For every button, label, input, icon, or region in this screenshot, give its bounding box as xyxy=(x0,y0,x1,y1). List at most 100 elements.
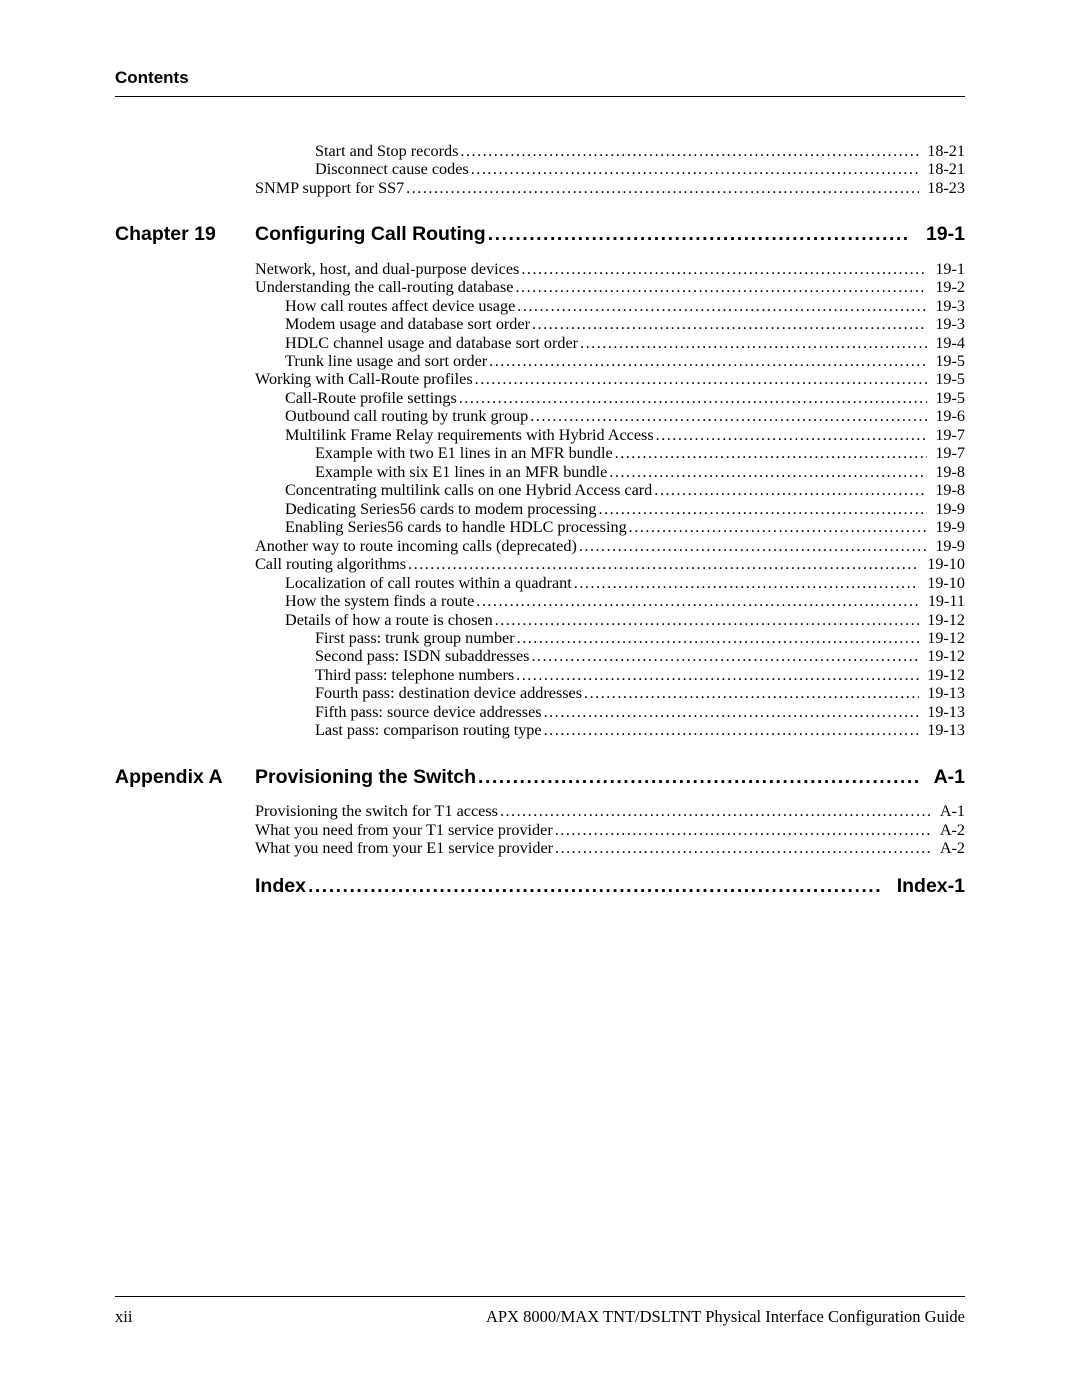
dot-leaders: ........................................… xyxy=(627,518,928,536)
dot-leaders: ........................................… xyxy=(577,537,927,555)
toc-entry-page: 19-13 xyxy=(919,703,965,721)
toc-entry-page: 19-1 xyxy=(927,260,965,278)
dot-leaders: ........................................… xyxy=(578,334,927,352)
section-title-row: Configuring Call Routing ...............… xyxy=(255,223,965,245)
toc-entry-text: How the system finds a route xyxy=(255,592,474,610)
dot-leaders: ........................................… xyxy=(542,721,920,739)
toc-entry: Third pass: telephone numbers...........… xyxy=(255,666,965,684)
toc-entry-page: 18-21 xyxy=(919,142,965,160)
dot-leaders: ........................................… xyxy=(306,875,882,897)
toc-entry: What you need from your T1 service provi… xyxy=(255,821,965,839)
toc-entry-page: 19-9 xyxy=(927,537,965,555)
toc-entry-text: Understanding the call-routing database xyxy=(255,278,513,296)
dot-leaders: ........................................… xyxy=(519,260,927,278)
dot-leaders: ........................................… xyxy=(607,463,927,481)
toc-entry: First pass: trunk group number..........… xyxy=(255,629,965,647)
toc-entry-text: Third pass: telephone numbers xyxy=(255,666,514,684)
toc-entry-text: Disconnect cause codes xyxy=(255,160,469,178)
dot-leaders: ........................................… xyxy=(553,821,932,839)
dot-leaders: ........................................… xyxy=(404,179,919,197)
toc-entry-page: 19-8 xyxy=(927,481,965,499)
toc-entry: What you need from your E1 service provi… xyxy=(255,839,965,857)
dot-leaders: ........................................… xyxy=(406,555,919,573)
section-label: Chapter 19 xyxy=(115,223,255,245)
dot-leaders: ........................................… xyxy=(542,703,920,721)
dot-leaders: ........................................… xyxy=(486,223,911,245)
toc-entry-page: 19-5 xyxy=(927,370,965,388)
toc-entry-text: HDLC channel usage and database sort ord… xyxy=(255,334,578,352)
footer-page-number: xii xyxy=(115,1307,132,1327)
toc-entry-text: Call-Route profile settings xyxy=(255,389,457,407)
toc-section-heading: Appendix AProvisioning the Switch ......… xyxy=(115,766,965,788)
toc-entry-page: A-2 xyxy=(932,821,965,839)
toc-entry: How the system finds a route............… xyxy=(255,592,965,610)
section-title: Configuring Call Routing xyxy=(255,223,486,245)
section-title-row: Provisioning the Switch ................… xyxy=(255,766,965,788)
toc-entry-text: Example with six E1 lines in an MFR bund… xyxy=(255,463,607,481)
toc-entry-page: 19-7 xyxy=(927,426,965,444)
toc-entry-text: Call routing algorithms xyxy=(255,555,406,573)
toc-entry: Example with two E1 lines in an MFR bund… xyxy=(255,444,965,462)
toc-entry-text: Fourth pass: destination device addresse… xyxy=(255,684,582,702)
dot-leaders: ........................................… xyxy=(498,802,932,820)
toc-entry-text: What you need from your T1 service provi… xyxy=(255,821,553,839)
toc-entry-text: Provisioning the switch for T1 access xyxy=(255,802,498,820)
toc-entry: Understanding the call-routing database.… xyxy=(255,278,965,296)
section-label: Appendix A xyxy=(115,766,255,788)
toc-entry-text: Dedicating Series56 cards to modem proce… xyxy=(255,500,597,518)
dot-leaders: ........................................… xyxy=(474,592,920,610)
toc-section-heading: Chapter 19Configuring Call Routing .....… xyxy=(115,223,965,245)
toc-entry: Network, host, and dual-purpose devices.… xyxy=(255,260,965,278)
toc-entry: Concentrating multilink calls on one Hyb… xyxy=(255,481,965,499)
toc-entry-text: Last pass: comparison routing type xyxy=(255,721,542,739)
toc-entry-text: Example with two E1 lines in an MFR bund… xyxy=(255,444,613,462)
toc-entry-page: 19-5 xyxy=(927,389,965,407)
toc-entry-text: Enabling Series56 cards to handle HDLC p… xyxy=(255,518,627,536)
dot-leaders: ........................................… xyxy=(515,629,920,647)
toc-entry-page: 19-9 xyxy=(927,518,965,536)
index-title: Index xyxy=(255,875,306,897)
toc-entry: Dedicating Series56 cards to modem proce… xyxy=(255,500,965,518)
toc-entry-page: A-2 xyxy=(932,839,965,857)
toc-entry-page: 18-21 xyxy=(919,160,965,178)
footer: xii APX 8000/MAX TNT/DSLTNT Physical Int… xyxy=(115,1296,965,1327)
toc-entry-page: 19-3 xyxy=(927,297,965,315)
toc-entry-text: Modem usage and database sort order xyxy=(255,315,530,333)
dot-leaders: ........................................… xyxy=(514,666,919,684)
dot-leaders: ........................................… xyxy=(597,500,928,518)
toc-entry-text: Trunk line usage and sort order xyxy=(255,352,487,370)
dot-leaders: ........................................… xyxy=(652,481,927,499)
dot-leaders: ........................................… xyxy=(613,444,928,462)
toc-entry-page: 19-10 xyxy=(919,555,965,573)
toc-entry: Enabling Series56 cards to handle HDLC p… xyxy=(255,518,965,536)
toc-entry: How call routes affect device usage.....… xyxy=(255,297,965,315)
section-page: 19-1 xyxy=(911,223,965,245)
dot-leaders: ........................................… xyxy=(515,297,927,315)
toc-entry-text: Second pass: ISDN subaddresses xyxy=(255,647,529,665)
toc-entry-text: What you need from your E1 service provi… xyxy=(255,839,553,857)
section-page: A-1 xyxy=(919,766,965,788)
toc-entry-page: A-1 xyxy=(932,802,965,820)
toc-entry: Fifth pass: source device addresses.....… xyxy=(255,703,965,721)
toc-entry-page: 19-6 xyxy=(927,407,965,425)
dot-leaders: ........................................… xyxy=(476,766,919,788)
toc-entry-text: How call routes affect device usage xyxy=(255,297,515,315)
dot-leaders: ........................................… xyxy=(513,278,927,296)
dot-leaders: ........................................… xyxy=(530,315,927,333)
toc-body: Start and Stop records..................… xyxy=(115,142,965,898)
toc-entry-page: 19-5 xyxy=(927,352,965,370)
dot-leaders: ........................................… xyxy=(457,389,928,407)
toc-entry-text: Start and Stop records xyxy=(255,142,458,160)
toc-entry-page: 19-10 xyxy=(919,574,965,592)
toc-entry: Localization of call routes within a qua… xyxy=(255,574,965,592)
toc-entry-text: SNMP support for SS7 xyxy=(255,179,404,197)
dot-leaders: ........................................… xyxy=(487,352,927,370)
toc-entry: Trunk line usage and sort order.........… xyxy=(255,352,965,370)
dot-leaders: ........................................… xyxy=(572,574,919,592)
header-title: Contents xyxy=(115,68,965,88)
dot-leaders: ........................................… xyxy=(493,611,920,629)
toc-entry-text: Fifth pass: source device addresses xyxy=(255,703,542,721)
toc-entry-text: Concentrating multilink calls on one Hyb… xyxy=(255,481,652,499)
page-container: Contents Start and Stop records.........… xyxy=(0,0,1080,898)
toc-entry-page: 19-12 xyxy=(919,629,965,647)
